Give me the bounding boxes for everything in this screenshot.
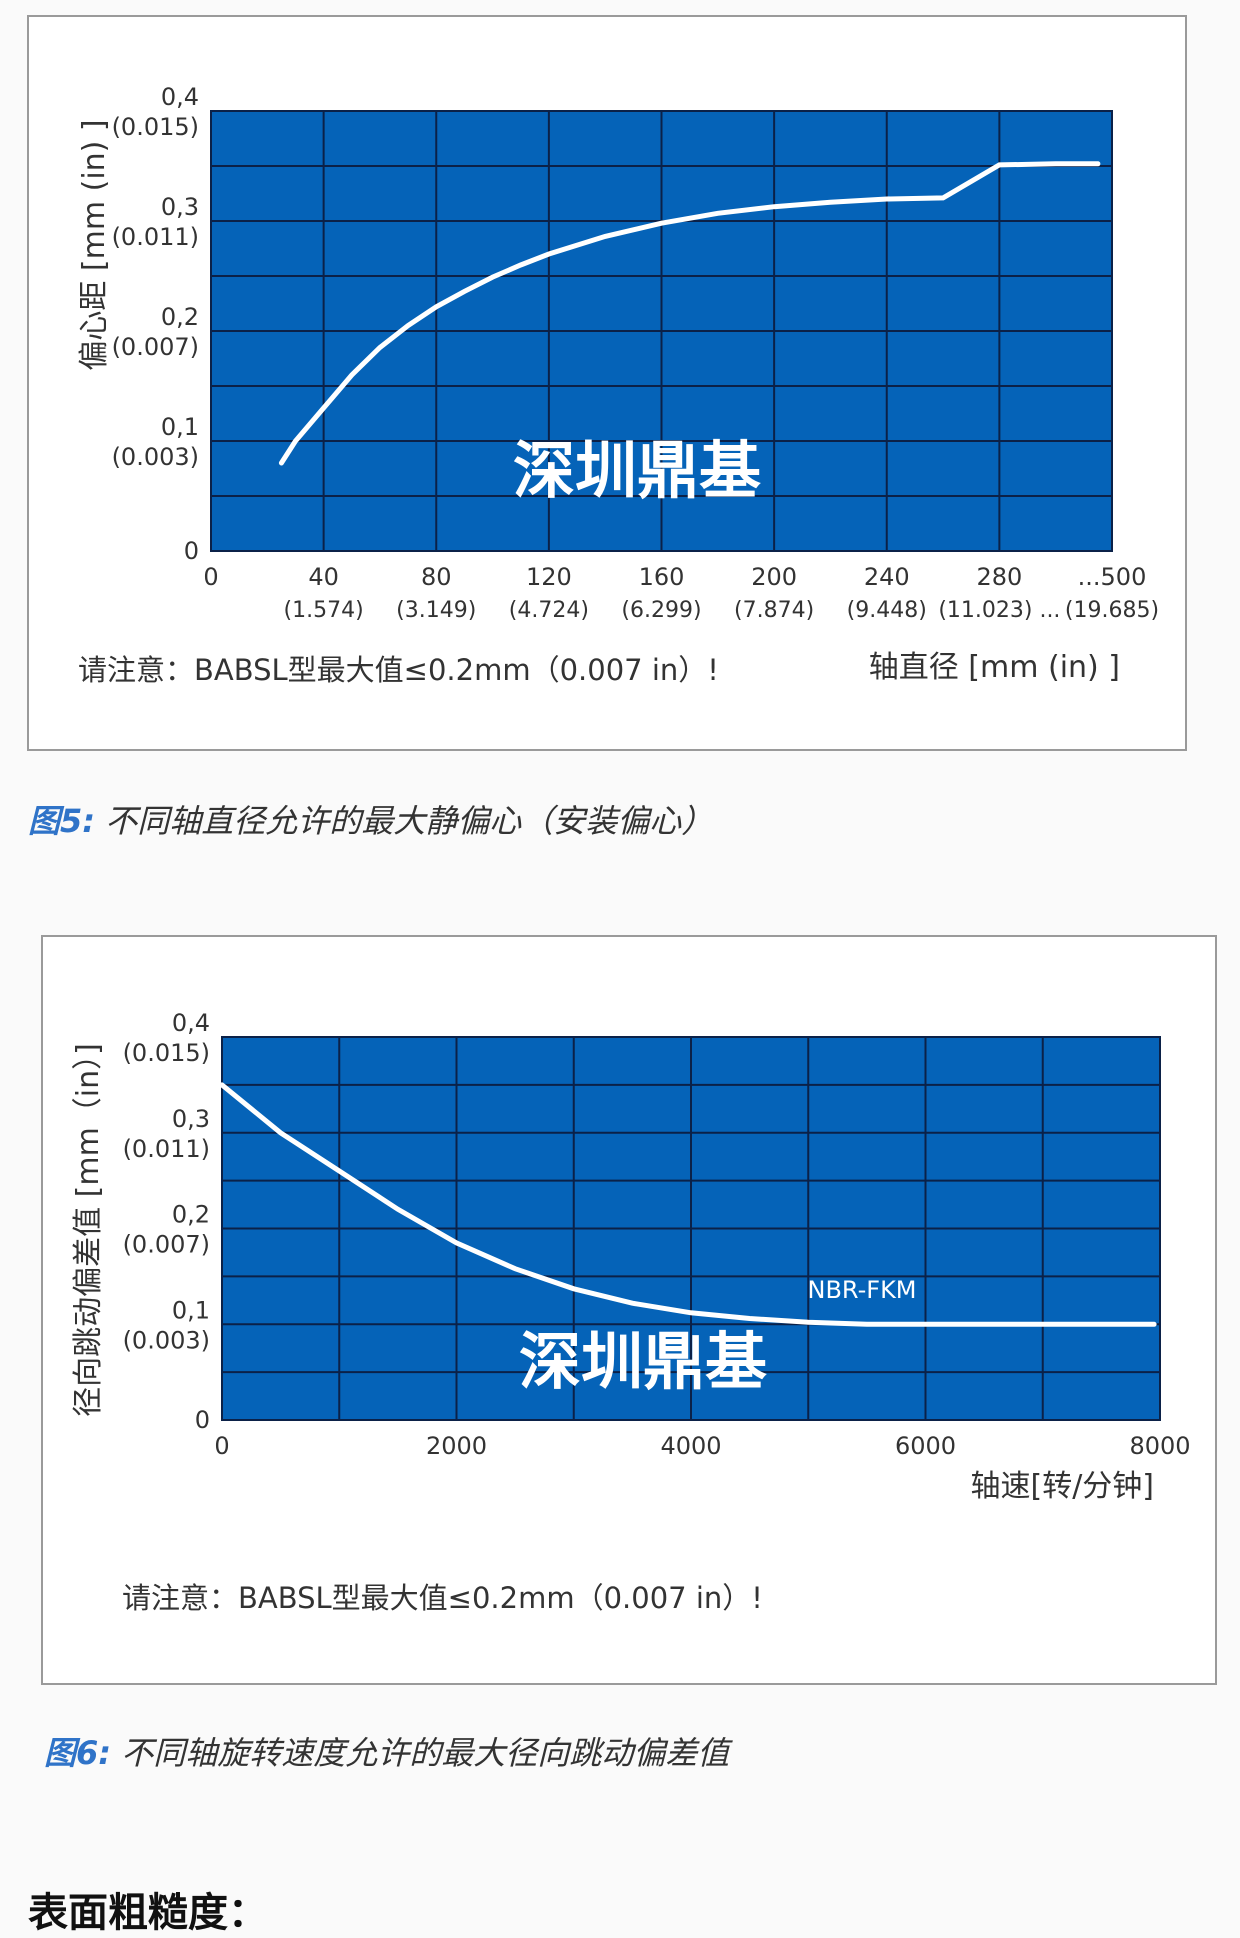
figure-5-caption-text: 不同轴直径允许的最大静偏心（安装偏心）	[105, 802, 714, 840]
chart-6-plot-border	[221, 1036, 1161, 1421]
y-tick-sublabel: (0.011)	[123, 1135, 210, 1163]
y-tick-sublabel: (0.003)	[112, 443, 199, 471]
x-tick-label: 6000	[895, 1432, 956, 1460]
chart-5-y-ticks: 0 0,1(0.003) 0,2(0.007) 0,3(0.011) 0,4(0.015…	[112, 83, 199, 565]
chart-5-x-ticks: 0 40 (1.574) 80 (3.149) 120 (4.724) 160 (6.299) 2…	[203, 563, 1159, 623]
x-tick-label: 2000	[426, 1432, 487, 1460]
figure-6-caption: 图6: 不同轴旋转速度允许的最大径向跳动偏差值	[44, 1728, 729, 1774]
y-tick-label: 0,4	[172, 1009, 210, 1037]
x-tick-label: 4000	[660, 1432, 721, 1460]
x-tick-label: 120	[526, 563, 572, 591]
x-tick-label: 240	[864, 563, 910, 591]
figure-6-number: 图6:	[44, 1734, 112, 1772]
y-tick-sublabel: (0.011)	[112, 223, 199, 251]
figure-5-number: 图5:	[28, 802, 96, 840]
x-tick-label: 280	[976, 563, 1022, 591]
chart-5-grid	[211, 111, 1112, 551]
chart-5-series-line	[278, 161, 1101, 466]
x-tick-label: 80	[421, 563, 452, 591]
y-tick-label: 0,3	[172, 1105, 210, 1133]
chart-5: 深圳鼎基 00,1(0.003)0,2(0.007)0,3(0.011)0,4(…	[27, 15, 1187, 751]
y-tick-sublabel: (0.003)	[123, 1326, 210, 1354]
y-tick-label: 0,3	[161, 193, 199, 221]
y-tick-label: 0,1	[161, 413, 199, 441]
x-tick-sublabel: (6.299)	[621, 598, 701, 623]
x-tick-sublabel: (9.448)	[847, 598, 927, 623]
y-tick-sublabel: (0.015)	[112, 113, 199, 141]
chart-6-x-ticks: 0 2000 4000 6000 8000	[214, 1432, 1190, 1460]
chart-5-y-axis-label: 偏心距 [mm (in) ]	[77, 119, 112, 370]
x-tick-label: ...500	[1078, 563, 1147, 591]
chart-5-watermark: 深圳鼎基	[513, 434, 761, 507]
x-tick-sublabel: (7.874)	[734, 598, 814, 623]
y-tick-label: 0,2	[172, 1201, 210, 1229]
chart-6-note: 请注意：BABSL型最大值≤0.2mm（0.007 in）!	[122, 1581, 763, 1615]
chart-6-watermark: 深圳鼎基	[519, 1325, 767, 1398]
chart-6-y-ticks: 0 0,1(0.003) 0,2(0.007) 0,3(0.011) 0,4(0.015…	[123, 1009, 210, 1434]
y-tick-sublabel: (0.015)	[123, 1039, 210, 1067]
figure-5-caption: 图5: 不同轴直径允许的最大静偏心（安装偏心）	[28, 796, 713, 842]
x-tick-sublabel: (3.149)	[396, 598, 476, 623]
x-tick-sublabel: (11.023) ...	[938, 598, 1060, 623]
x-tick-label: 8000	[1129, 1432, 1190, 1460]
x-tick-label: 0	[203, 563, 218, 591]
y-tick-label: 0	[184, 537, 199, 565]
y-tick-label: 0,1	[172, 1296, 210, 1324]
y-tick-label: 0,4	[161, 83, 199, 111]
chart-5-x-axis-label: 轴直径 [mm (in) ]	[869, 650, 1120, 685]
chart-6: NBR-FKM 深圳鼎基 00,1(0.003)0,2(0.007)0,3(0.…	[41, 935, 1217, 1685]
x-tick-label: 0	[214, 1432, 229, 1460]
x-tick-sublabel: (19.685)	[1065, 598, 1159, 623]
chart-6-series-label: NBR-FKM	[807, 1276, 916, 1304]
x-tick-label: 40	[308, 563, 339, 591]
chart-6-x-axis-label: 轴速[转/分钟]	[970, 1469, 1154, 1504]
chart-6-y-axis-label: 径向跳动偏差值 [mm（in）]	[71, 1043, 106, 1417]
x-tick-label: 200	[751, 563, 797, 591]
chart-5-note: 请注意：BABSL型最大值≤0.2mm（0.007 in）!	[78, 653, 719, 687]
chart-5-plot-border	[210, 110, 1113, 552]
figure-6-caption-text: 不同轴旋转速度允许的最大径向跳动偏差值	[121, 1734, 730, 1772]
y-tick-sublabel: (0.007)	[123, 1231, 210, 1259]
y-tick-label: 0,2	[161, 303, 199, 331]
x-tick-label: 160	[639, 563, 685, 591]
section-heading: 表面粗糙度：	[28, 1890, 268, 1936]
y-tick-label: 0	[195, 1406, 210, 1434]
x-tick-sublabel: (4.724)	[509, 598, 589, 623]
y-tick-sublabel: (0.007)	[112, 333, 199, 361]
chart-6-series-line	[219, 1082, 1157, 1327]
x-tick-sublabel: (1.574)	[284, 598, 364, 623]
